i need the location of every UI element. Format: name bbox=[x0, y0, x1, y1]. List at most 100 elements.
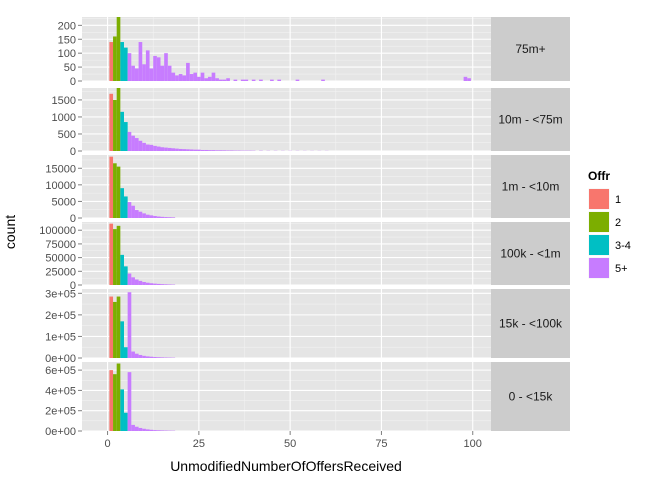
histogram-bar bbox=[211, 150, 216, 151]
histogram-bar bbox=[116, 88, 121, 151]
histogram-bar bbox=[120, 188, 124, 218]
histogram-bar bbox=[120, 389, 124, 431]
histogram-bar bbox=[113, 99, 117, 151]
histogram-bar bbox=[321, 79, 325, 81]
histogram-bar bbox=[134, 353, 139, 358]
x-tick-label: 50 bbox=[284, 438, 296, 450]
y-tick-label: 5000 bbox=[52, 196, 76, 208]
histogram-bar bbox=[229, 150, 234, 151]
y-tick-label: 50000 bbox=[45, 253, 76, 265]
histogram-bar bbox=[138, 140, 143, 151]
legend-label: 5+ bbox=[615, 263, 628, 275]
y-tick-label: 75000 bbox=[45, 239, 76, 251]
y-tick-label: 150 bbox=[58, 34, 76, 46]
y-tick-label: 50 bbox=[64, 62, 76, 74]
facet-strip bbox=[491, 289, 570, 358]
histogram-bar bbox=[142, 355, 146, 358]
panel-background bbox=[82, 362, 491, 431]
histogram-bar bbox=[160, 284, 165, 285]
histogram-bar bbox=[193, 149, 198, 151]
y-tick-label: 100 bbox=[58, 48, 76, 60]
histogram-bar bbox=[124, 347, 128, 358]
y-tick-label: 0e+00 bbox=[45, 426, 76, 438]
histogram-bar bbox=[200, 149, 205, 151]
histogram-bar bbox=[215, 150, 219, 151]
histogram-bar bbox=[153, 283, 157, 285]
y-tick-label: 200 bbox=[58, 20, 76, 32]
histogram-bar bbox=[145, 214, 150, 218]
y-tick-label: 0e+00 bbox=[45, 353, 76, 365]
legend-swatch bbox=[589, 212, 609, 232]
bars bbox=[109, 292, 176, 358]
y-tick-label: 15000 bbox=[45, 163, 76, 175]
histogram-bar bbox=[116, 225, 121, 285]
histogram-bar bbox=[116, 363, 121, 431]
histogram-bar bbox=[218, 79, 223, 81]
histogram-bar bbox=[167, 147, 172, 151]
histogram-bar bbox=[197, 149, 201, 151]
bars bbox=[109, 156, 176, 218]
histogram-bar bbox=[182, 149, 187, 151]
histogram-bar bbox=[127, 202, 132, 218]
facet-strip-label: 10m - <75m bbox=[498, 113, 562, 127]
histogram-bar bbox=[142, 64, 146, 81]
histogram-bar bbox=[153, 55, 157, 81]
histogram-bar bbox=[226, 78, 230, 81]
legend-swatch bbox=[589, 258, 609, 278]
histogram-bar bbox=[138, 211, 143, 218]
y-tick-label: 500 bbox=[58, 129, 76, 141]
histogram-bar bbox=[120, 254, 124, 285]
histogram-bar bbox=[120, 321, 124, 358]
histogram-bar bbox=[127, 292, 132, 358]
histogram-bar bbox=[113, 36, 117, 81]
histogram-bar bbox=[131, 65, 135, 81]
histogram-bar bbox=[142, 281, 146, 285]
histogram-bar bbox=[153, 357, 157, 358]
histogram-bar bbox=[153, 216, 157, 218]
histogram-bar bbox=[113, 229, 117, 285]
facet-panel: 0e+00 2e+05 4e+05 6e+05 0 - <15k bbox=[45, 362, 570, 438]
histogram-bar bbox=[124, 412, 128, 431]
histogram-bar bbox=[149, 429, 154, 431]
histogram-bar bbox=[189, 74, 194, 81]
histogram-bar bbox=[160, 357, 165, 358]
histogram-bar bbox=[204, 78, 208, 81]
histogram-bar bbox=[120, 42, 124, 81]
legend-label: 2 bbox=[615, 217, 621, 229]
panel-background bbox=[82, 155, 491, 218]
histogram-bar bbox=[109, 370, 114, 431]
facet-panel: 0 500 1000 1500 10m - <75m bbox=[52, 88, 570, 158]
y-tick-label: 0 bbox=[70, 213, 76, 225]
histogram-bar bbox=[134, 426, 139, 431]
histogram-bar bbox=[164, 284, 168, 285]
facet-panel: 0 5000 10000 15000 1m - <10m bbox=[45, 155, 570, 225]
y-tick-label: 2e+05 bbox=[45, 406, 76, 418]
facet-strip-label: 75m+ bbox=[515, 42, 545, 56]
x-tick-label: 100 bbox=[464, 438, 482, 450]
histogram-bar bbox=[189, 149, 194, 151]
y-tick-label: 1e+05 bbox=[45, 331, 76, 343]
facet-panel: 0e+00 1e+05 2e+05 3e+05 15k - <100k bbox=[45, 288, 570, 365]
histogram-bar bbox=[463, 76, 468, 81]
histogram-bar bbox=[222, 79, 227, 81]
histogram-bar bbox=[156, 57, 161, 81]
facet-strip bbox=[491, 362, 570, 431]
histogram-bar bbox=[251, 79, 256, 81]
facet-strip bbox=[491, 155, 570, 218]
facet-strip bbox=[491, 88, 570, 151]
histogram-bar bbox=[131, 277, 135, 285]
legend-label: 1 bbox=[615, 194, 621, 206]
histogram-bar bbox=[156, 146, 161, 151]
histogram-bar bbox=[233, 79, 238, 81]
x-tick-label: 25 bbox=[193, 438, 205, 450]
legend-swatch bbox=[589, 189, 609, 209]
histogram-bar bbox=[134, 210, 139, 218]
histogram-bar bbox=[109, 42, 114, 81]
y-tick-label: 6e+05 bbox=[45, 365, 76, 377]
facet-strip-label: 0 - <15k bbox=[509, 390, 554, 404]
histogram-bar bbox=[156, 283, 161, 285]
histogram-bar bbox=[171, 148, 176, 151]
y-axis-title: count bbox=[2, 215, 18, 249]
